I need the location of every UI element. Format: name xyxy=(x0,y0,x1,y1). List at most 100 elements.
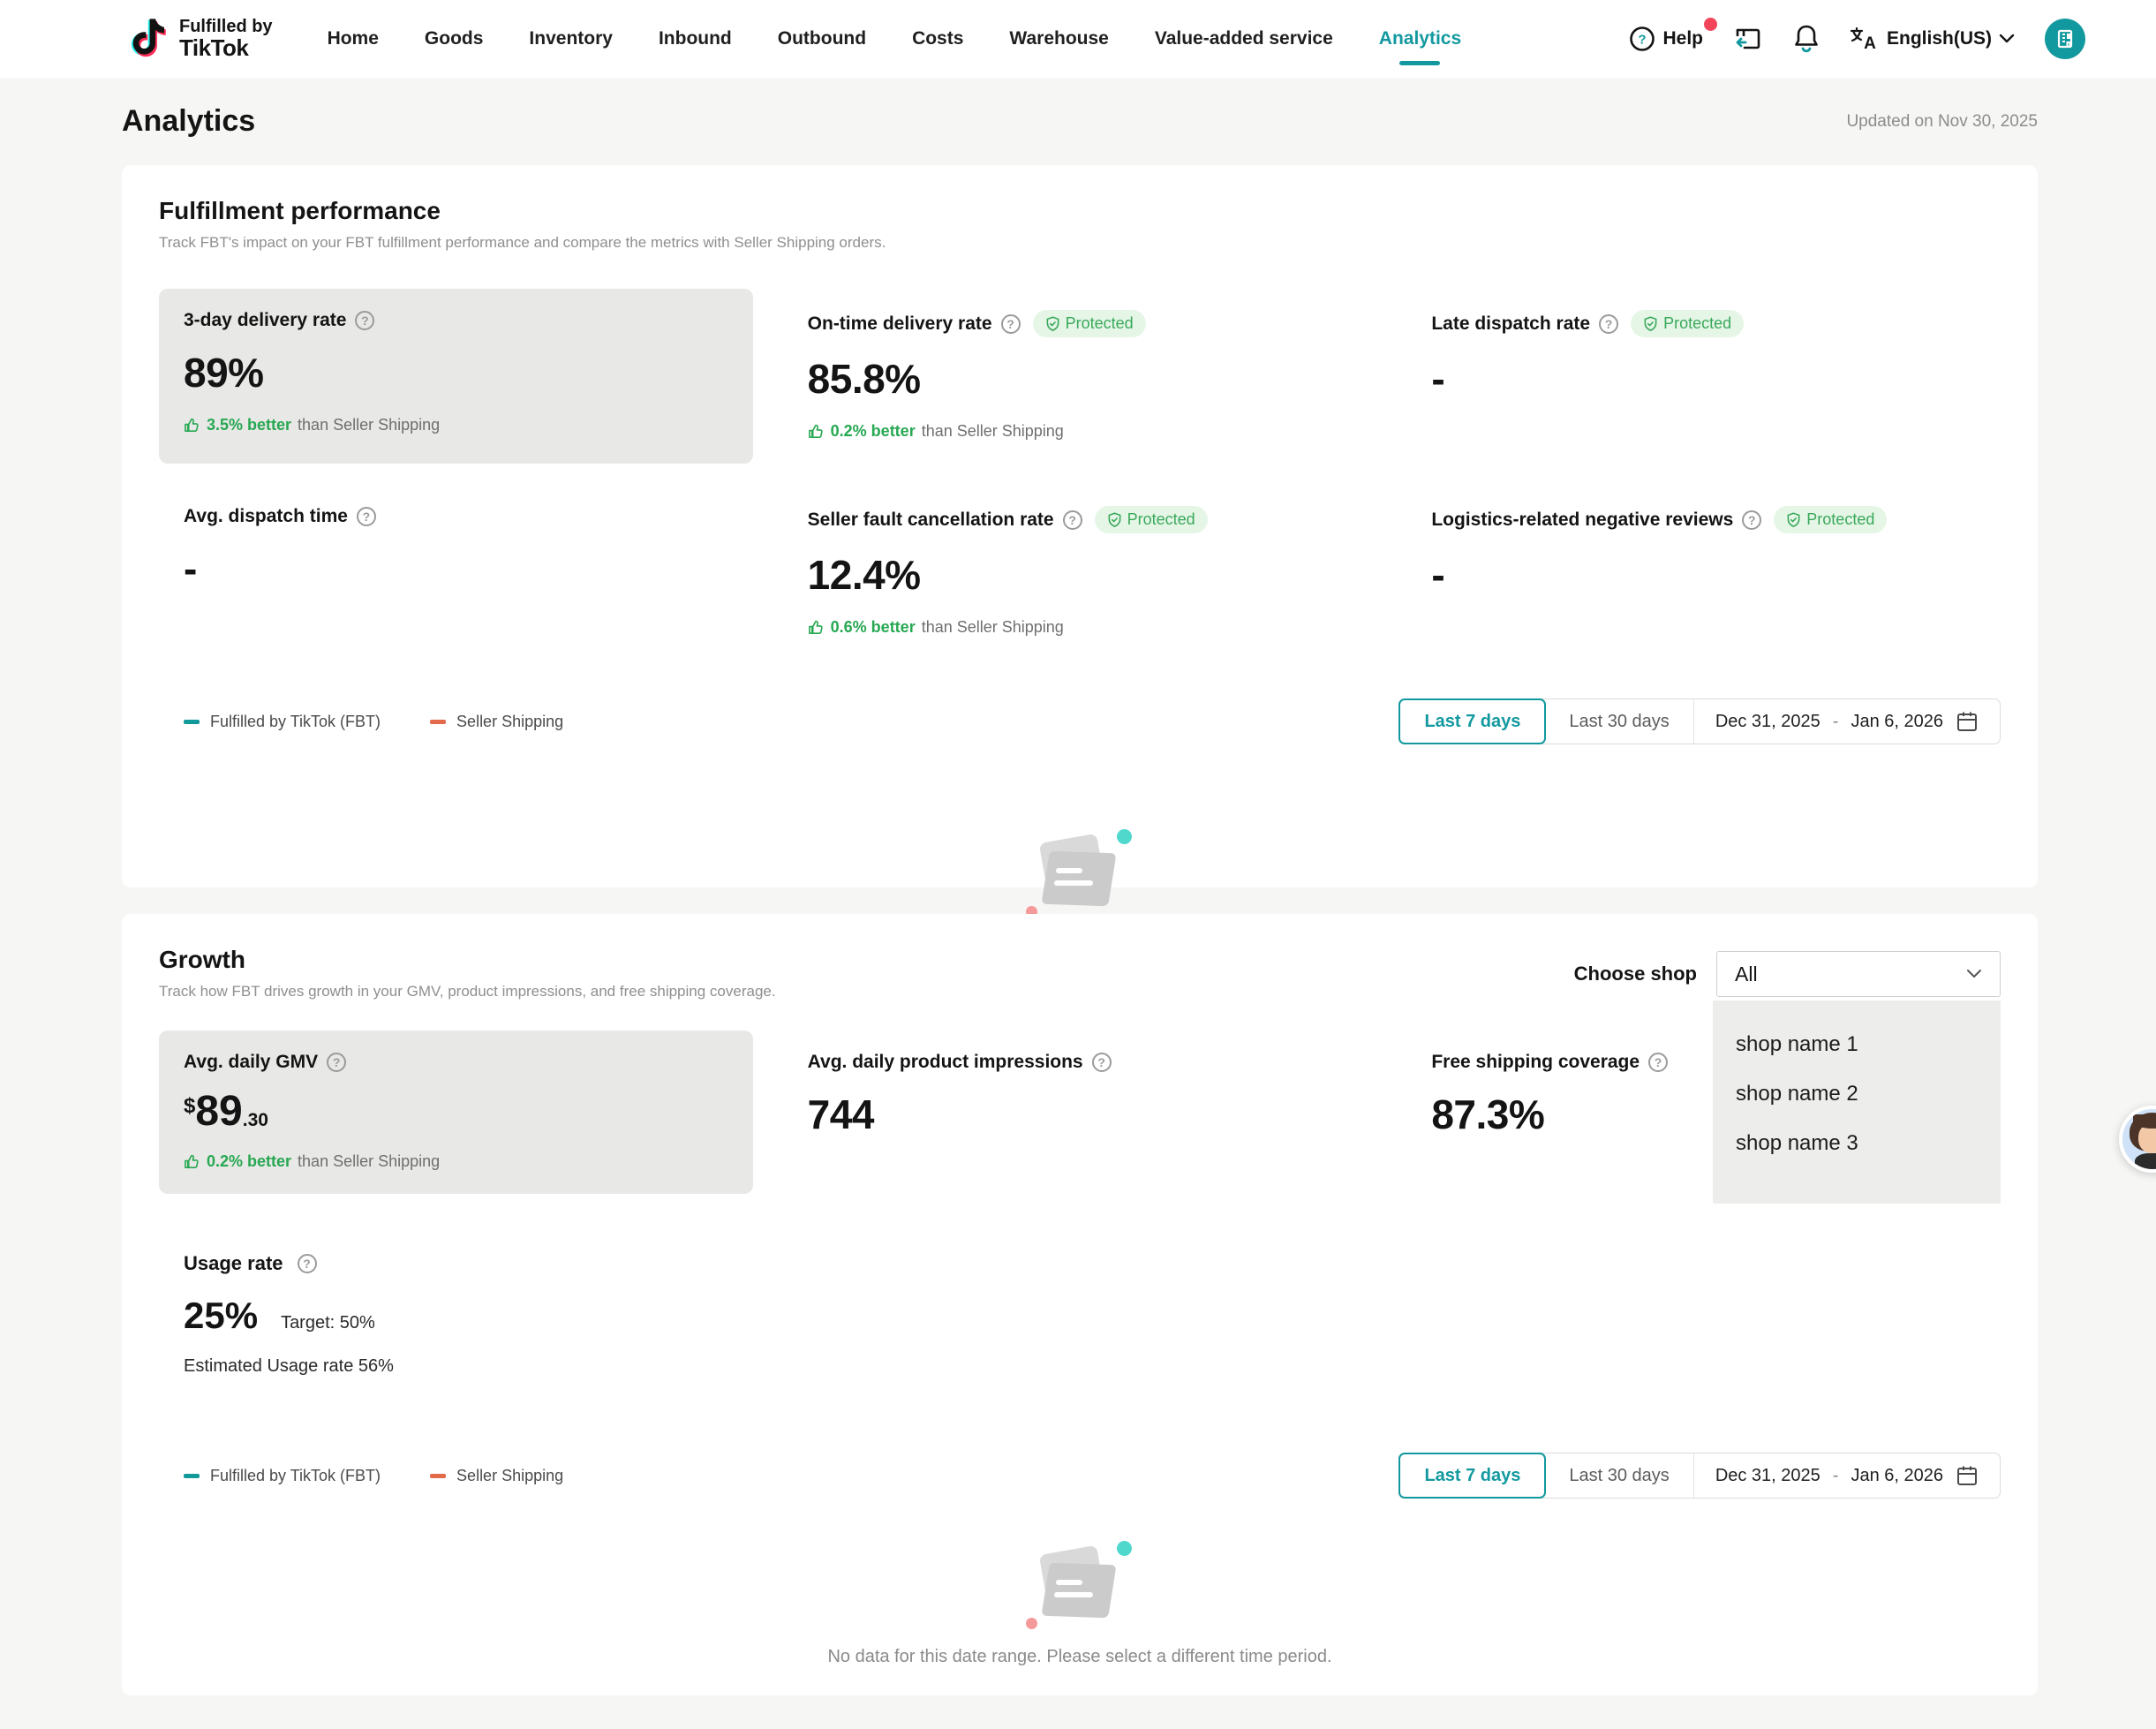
tiktok-note-icon xyxy=(128,15,170,63)
metric-value: - xyxy=(184,546,197,592)
page-title: Analytics xyxy=(122,104,256,138)
question-icon[interactable]: ? xyxy=(1000,313,1021,334)
last-30-days-button[interactable]: Last 30 days xyxy=(1569,711,1670,731)
help-icon: ? xyxy=(1630,26,1655,51)
metric-value: - xyxy=(1431,552,1445,598)
question-icon[interactable]: ? xyxy=(1599,313,1619,334)
date-range-picker[interactable]: Dec 31, 2025 - Jan 6, 2026 xyxy=(1692,1453,2000,1498)
last-30-days-button[interactable]: Last 30 days xyxy=(1569,1465,1670,1485)
chart-legend: Fulfilled by TikTok (FBT) Seller Shippin… xyxy=(159,1467,563,1485)
notifications-button[interactable] xyxy=(1793,24,1820,54)
svg-text:A: A xyxy=(1864,34,1876,51)
question-icon[interactable]: ? xyxy=(297,1254,317,1273)
date-end: Jan 6, 2026 xyxy=(1851,1465,1943,1485)
shield-check-icon xyxy=(1046,315,1059,331)
legend-item-fbt: Fulfilled by TikTok (FBT) xyxy=(184,1467,381,1485)
date-end: Jan 6, 2026 xyxy=(1851,711,1943,731)
last-7-days-button[interactable]: Last 7 days xyxy=(1398,698,1547,744)
metric-on-time-delivery-rate[interactable]: On-time delivery rate ? Protected 85.8% … xyxy=(783,289,1377,464)
metric-label: On-time delivery rate xyxy=(807,313,992,334)
metric-logistics-negative-reviews[interactable]: Logistics-related negative reviews ? Pro… xyxy=(1406,485,2001,660)
shop-option[interactable]: shop name 3 xyxy=(1736,1131,1858,1155)
returns-button[interactable] xyxy=(1733,25,1763,53)
fbt-logo[interactable]: Fulfilled by TikTok xyxy=(128,15,273,63)
chevron-down-icon xyxy=(1967,970,1981,978)
shop-option[interactable]: shop name 2 xyxy=(1736,1082,1858,1106)
fulfillment-metric-grid: 3-day delivery rate ? 89% 3.5% better th… xyxy=(159,289,2001,660)
nav-item-outbound[interactable]: Outbound xyxy=(777,28,867,49)
page-head: Analytics Updated on Nov 30, 2025 xyxy=(122,104,2038,139)
question-icon[interactable]: ? xyxy=(356,507,376,526)
legend-item-seller-shipping: Seller Shipping xyxy=(430,1467,563,1485)
metric-seller-fault-cancellation-rate[interactable]: Seller fault cancellation rate ? Protect… xyxy=(783,485,1377,660)
metric-label: Avg. daily product impressions xyxy=(807,1052,1083,1072)
nav-item-goods[interactable]: Goods xyxy=(424,28,484,49)
account-avatar[interactable] xyxy=(2045,19,2085,59)
protected-label: Protected xyxy=(1127,510,1195,528)
fbt-legend-swatch xyxy=(184,1473,200,1478)
fulfillment-subtitle: Track FBT's impact on your FBT fulfillme… xyxy=(159,234,886,251)
nav-item-warehouse[interactable]: Warehouse xyxy=(1009,28,1109,49)
nav-item-inbound[interactable]: Inbound xyxy=(658,28,732,49)
shop-building-icon xyxy=(2057,29,2073,49)
chart-legend: Fulfilled by TikTok (FBT) Seller Shippin… xyxy=(159,713,563,731)
fulfillment-legend-row: Fulfilled by TikTok (FBT) Seller Shippin… xyxy=(159,698,2001,744)
date-separator: - xyxy=(1832,1465,1839,1485)
thumbs-up-icon xyxy=(185,418,199,432)
thumbs-up-icon xyxy=(808,620,823,634)
metric-value: 744 xyxy=(807,1091,875,1137)
notification-dot xyxy=(1704,18,1717,31)
growth-subtitle: Track how FBT drives growth in your GMV,… xyxy=(159,983,776,1000)
question-icon[interactable]: ? xyxy=(1062,510,1082,530)
question-icon[interactable]: ? xyxy=(327,1053,347,1072)
delta-value: 0.2% better xyxy=(207,1152,292,1170)
nav-item-home[interactable]: Home xyxy=(327,28,379,49)
shield-check-icon xyxy=(1108,511,1121,527)
metric-label: Avg. daily GMV xyxy=(184,1052,319,1072)
metric-avg-daily-gmv[interactable]: Avg. daily GMV ? $ 89 .30 0.2% better th… xyxy=(159,1031,753,1194)
thumbs-up-icon xyxy=(185,1154,199,1168)
nav-item-costs[interactable]: Costs xyxy=(912,28,964,49)
nav-item-inventory[interactable]: Inventory xyxy=(529,28,613,49)
currency-symbol: $ xyxy=(184,1094,196,1118)
metric-3-day-delivery-rate[interactable]: 3-day delivery rate ? 89% 3.5% better th… xyxy=(159,289,753,464)
language-label: English(US) xyxy=(1887,28,1992,49)
shop-select[interactable]: All xyxy=(1716,951,2001,997)
help-button[interactable]: ? Help xyxy=(1629,18,1717,52)
question-icon[interactable]: ? xyxy=(1091,1053,1112,1072)
shop-option[interactable]: shop name 1 xyxy=(1736,1032,1858,1056)
language-selector[interactable]: A English(US) xyxy=(1850,26,2015,51)
legend-item-seller-shipping: Seller Shipping xyxy=(430,713,563,731)
empty-folder-icon xyxy=(1026,829,1132,917)
protected-label: Protected xyxy=(1663,314,1732,332)
metric-late-dispatch-rate[interactable]: Late dispatch rate ? Protected - xyxy=(1406,289,2001,464)
thumbs-up-icon xyxy=(808,424,823,438)
metric-avg-dispatch-time[interactable]: Avg. dispatch time ? - xyxy=(159,485,753,660)
question-icon[interactable]: ? xyxy=(1742,510,1762,530)
usage-rate-label: Usage rate xyxy=(184,1252,283,1274)
protected-badge: Protected xyxy=(1094,506,1208,533)
delta-suffix: than Seller Shipping xyxy=(921,422,1064,440)
metric-free-shipping-coverage[interactable]: Free shipping coverage ? 87.3% xyxy=(1406,1031,2001,1194)
last-7-days-button[interactable]: Last 7 days xyxy=(1398,1453,1547,1499)
nav-item-value-added-service[interactable]: Value-added service xyxy=(1154,28,1333,49)
logo-line2: TikTok xyxy=(179,34,249,61)
date-range-picker[interactable]: Dec 31, 2025 - Jan 6, 2026 xyxy=(1692,699,2000,744)
metric-avg-daily-product-impressions[interactable]: Avg. daily product impressions ? 744 xyxy=(783,1031,1377,1194)
seller-legend-swatch xyxy=(430,1473,447,1478)
svg-text:?: ? xyxy=(1639,33,1647,48)
growth-date-controls: Last 7 days Last 30 days Dec 31, 2025 - … xyxy=(1398,1453,2001,1499)
page-content: Analytics Updated on Nov 30, 2025 Fulfil… xyxy=(0,104,2156,1695)
metric-value: 12.4% xyxy=(807,552,921,598)
usage-estimated: Estimated Usage rate 56% xyxy=(184,1356,394,1376)
return-package-icon xyxy=(1736,28,1760,49)
nav-item-analytics[interactable]: Analytics xyxy=(1379,9,1461,69)
seller-legend-swatch xyxy=(430,719,447,724)
question-icon[interactable]: ? xyxy=(1648,1053,1669,1072)
updated-timestamp: Updated on Nov 30, 2025 xyxy=(1846,111,2038,131)
calendar-icon xyxy=(1957,712,1977,731)
growth-title: Growth xyxy=(159,946,245,973)
usage-rate-block: Usage rate ? 25% Target: 50% Estimated U… xyxy=(159,1252,2001,1377)
question-icon[interactable]: ? xyxy=(355,311,375,330)
delta-suffix: than Seller Shipping xyxy=(298,1152,441,1170)
